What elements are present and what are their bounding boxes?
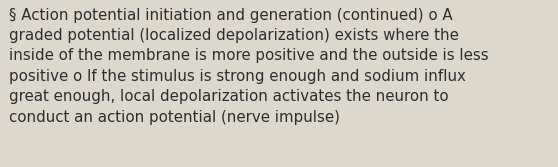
Text: § Action potential initiation and generation (continued) o A
graded potential (l: § Action potential initiation and genera… [9,8,489,125]
